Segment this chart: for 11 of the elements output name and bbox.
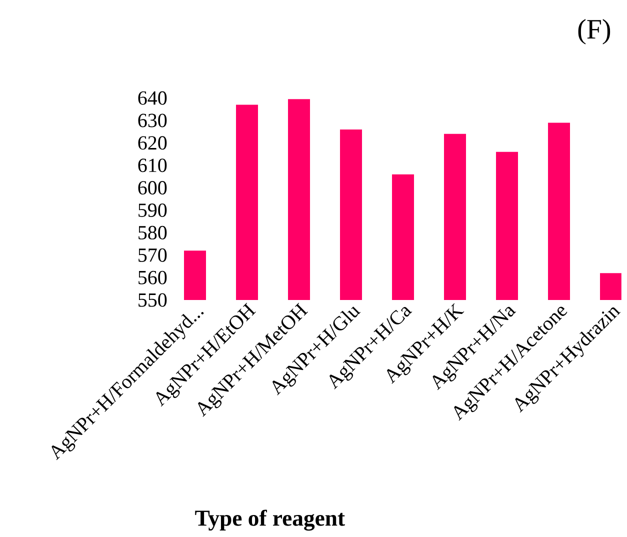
y-tick-label: 640 — [138, 91, 167, 105]
y-tick-label: 590 — [138, 203, 167, 217]
y-tick-label: 610 — [138, 158, 167, 172]
x-axis-title: Type of reagent — [195, 510, 345, 531]
y-tick-label: 620 — [138, 136, 167, 150]
y-tick-label: 560 — [138, 270, 167, 284]
y-tick-label: 580 — [138, 226, 167, 240]
chart-title: (F) — [578, 19, 610, 44]
y-tick-label: 600 — [138, 181, 167, 195]
y-tick-label: 570 — [138, 248, 167, 262]
y-tick-label: 630 — [138, 114, 167, 128]
